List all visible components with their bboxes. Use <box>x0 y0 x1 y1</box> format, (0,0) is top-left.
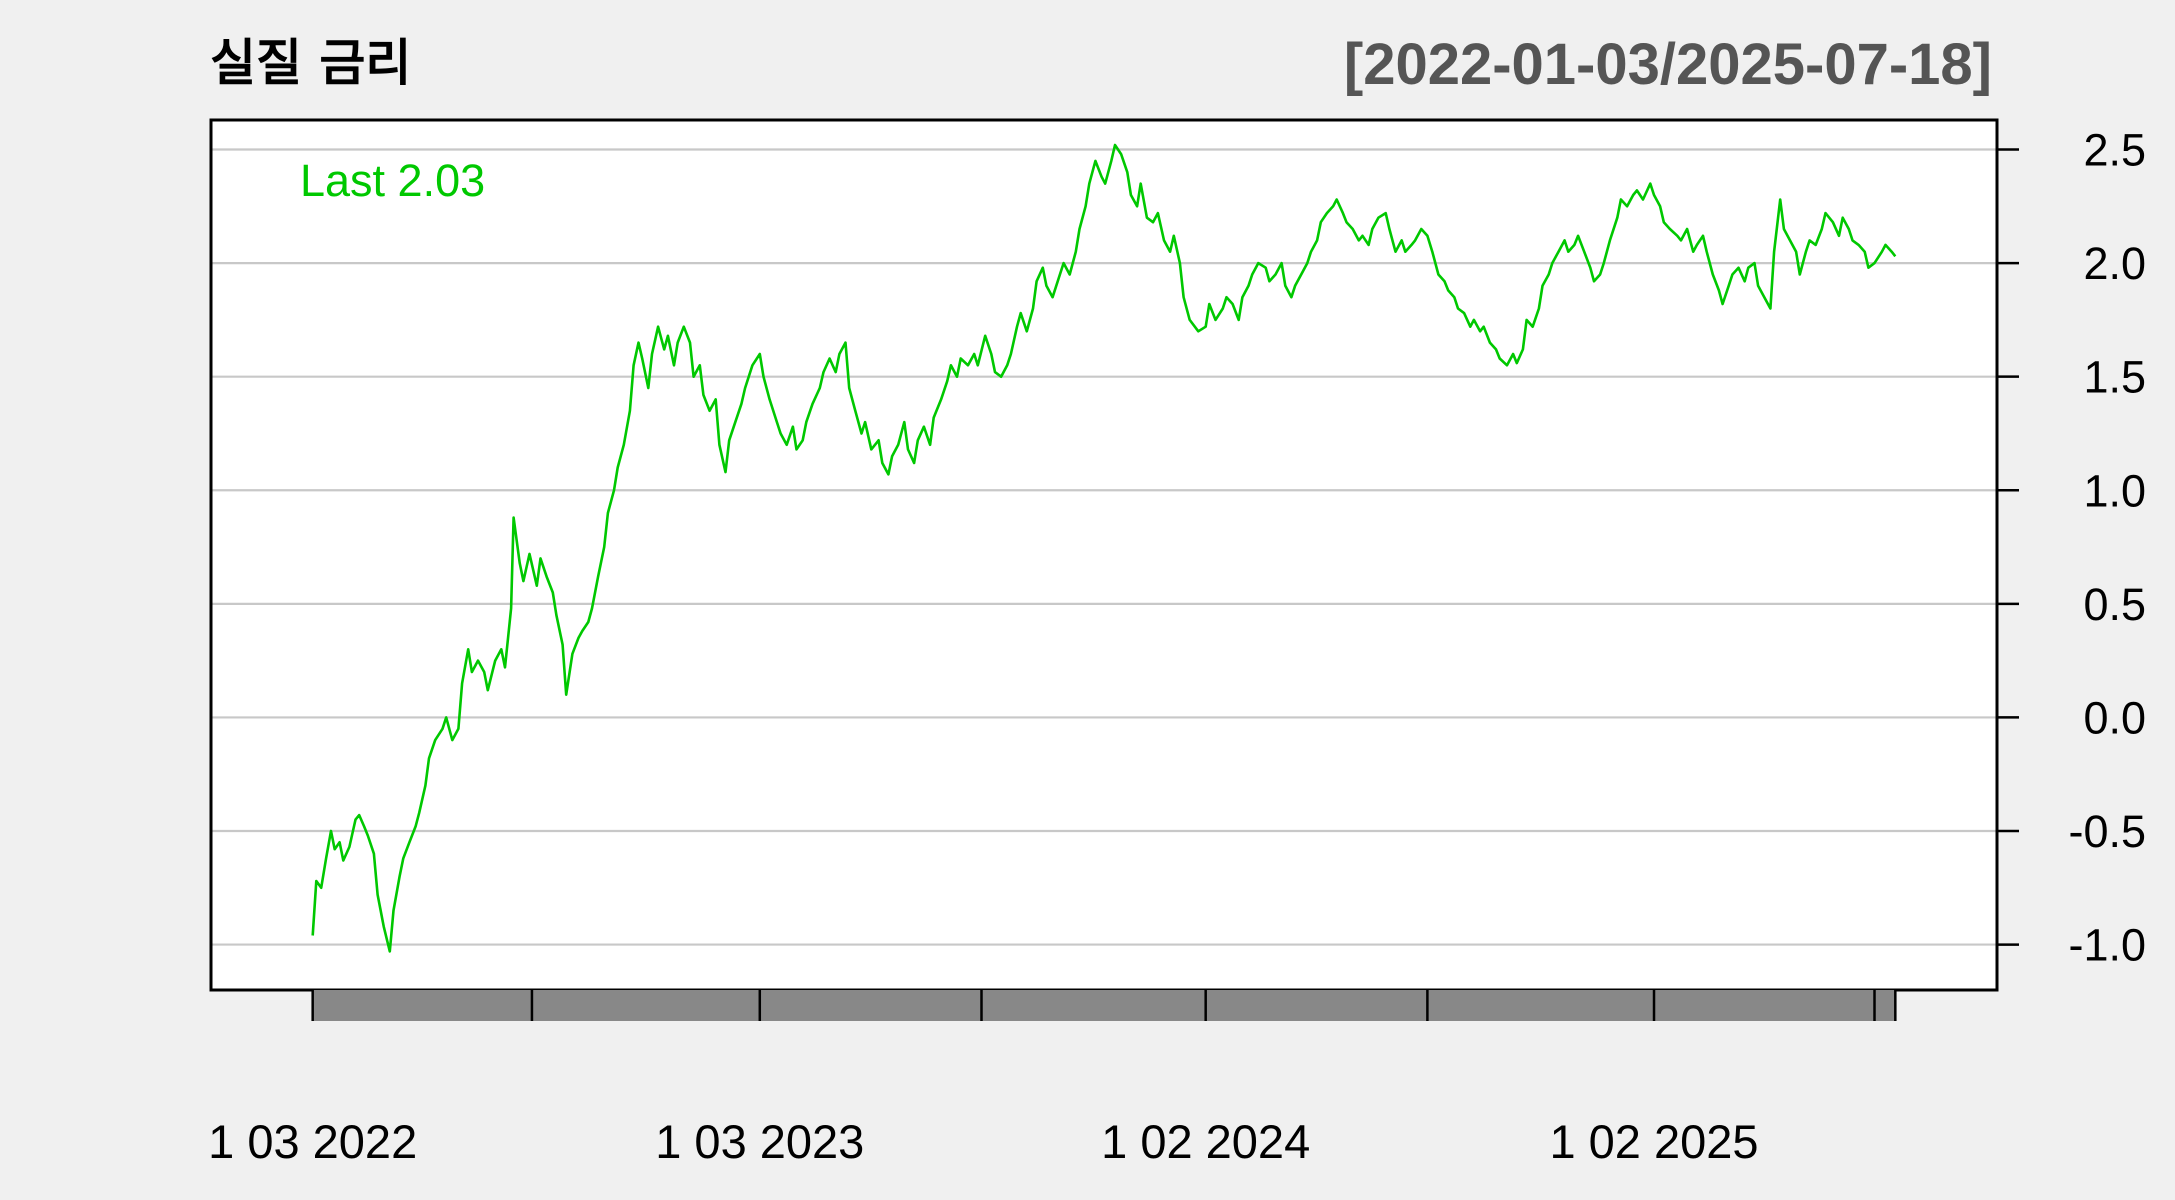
x-tick-label-2025-01-02: 1 02 2025 <box>1549 1115 1758 1168</box>
y-tick-label-1.0: 1.0 <box>2083 465 2146 516</box>
y-axis: 2.5 2.0 1.5 1.0 0.5 0.0 -0.5 -1.0 <box>1997 125 2146 971</box>
x-tick-label-2024-01-02: 1 02 2024 <box>1101 1115 1310 1168</box>
series-line-real-rate <box>311 143 1897 953</box>
y-tick-label--1.0: -1.0 <box>2068 920 2146 971</box>
date-range-label: [2022-01-03/2025-07-18] <box>1344 32 1992 97</box>
x-tick-label-2023-01-03: 1 03 2023 <box>655 1115 864 1168</box>
chart-title: 실질 금리 <box>210 34 411 92</box>
x-axis: 1 03 2022 1 03 2023 1 02 2024 1 02 2025 <box>208 990 1897 1168</box>
x-axis-band <box>312 990 1896 1021</box>
y-tick-label-2.5: 2.5 <box>2083 125 2146 176</box>
y-tick-label-0.0: 0.0 <box>2083 692 2146 743</box>
last-value-label: Last 2.03 <box>300 155 485 206</box>
y-tick-label-2.0: 2.0 <box>2083 238 2146 289</box>
grid-lines <box>211 148 1997 946</box>
y-tick-label-0.5: 0.5 <box>2083 579 2146 630</box>
y-tick-label--0.5: -0.5 <box>2068 806 2146 857</box>
y-tick-label-1.5: 1.5 <box>2083 352 2146 403</box>
x-tick-label-2022-01-03: 1 03 2022 <box>208 1115 417 1168</box>
plot-area <box>211 120 1997 990</box>
